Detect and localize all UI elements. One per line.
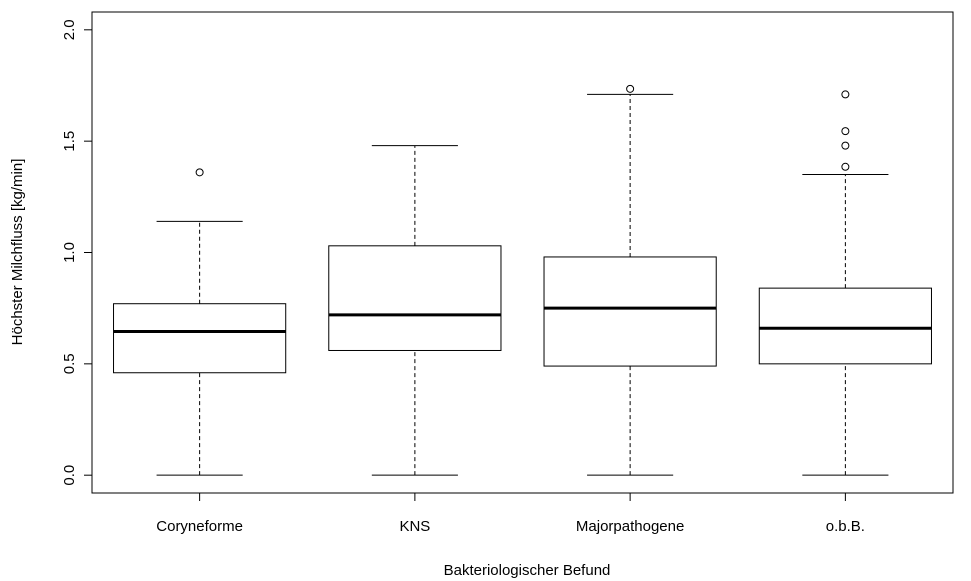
outlier: [626, 84, 635, 93]
outlier: [841, 90, 850, 99]
x-tick-label: Coryneforme: [156, 518, 243, 535]
outlier: [841, 141, 850, 150]
outlier: [841, 127, 850, 136]
x-tick-label: KNS: [399, 518, 430, 535]
y-axis-title: Höchster Milchfluss [kg/min]: [9, 159, 26, 346]
plot-frame: [91, 11, 954, 494]
y-tick-label: 0.5: [61, 353, 78, 374]
y-tick-label: 0.0: [61, 465, 78, 486]
x-axis-title: Bakteriologischer Befund: [444, 562, 611, 579]
x-tick-label: o.b.B.: [826, 518, 865, 535]
y-tick-label: 1.0: [61, 242, 78, 263]
box: [543, 256, 717, 367]
outlier: [841, 162, 850, 171]
box: [328, 245, 502, 351]
x-tick-label: Majorpathogene: [576, 518, 684, 535]
y-tick-label: 2.0: [61, 19, 78, 40]
box: [758, 287, 932, 365]
y-tick-label: 1.5: [61, 131, 78, 152]
box: [113, 303, 287, 374]
outlier: [195, 168, 204, 177]
